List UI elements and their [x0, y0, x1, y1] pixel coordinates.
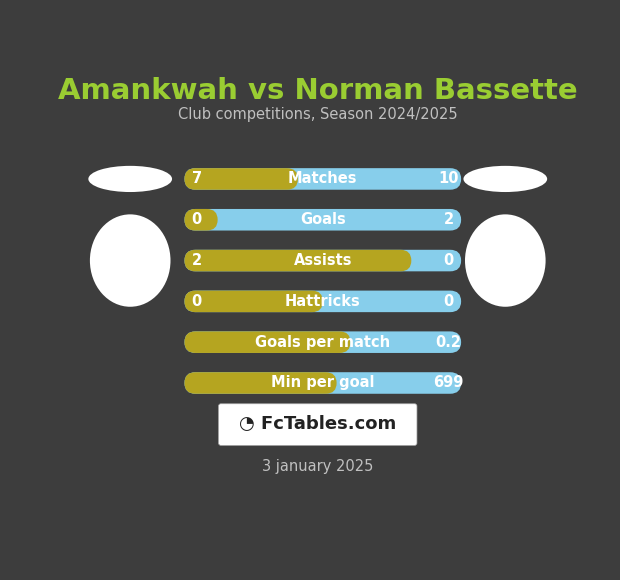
- FancyBboxPatch shape: [185, 209, 461, 230]
- Text: Hattricks: Hattricks: [285, 294, 361, 309]
- FancyBboxPatch shape: [219, 404, 417, 445]
- Text: Amankwah vs Norman Bassette: Amankwah vs Norman Bassette: [58, 77, 578, 105]
- FancyBboxPatch shape: [185, 372, 461, 394]
- FancyBboxPatch shape: [185, 250, 411, 271]
- Text: Assists: Assists: [293, 253, 352, 268]
- Ellipse shape: [90, 215, 170, 307]
- Ellipse shape: [88, 166, 172, 192]
- Text: 0.2: 0.2: [436, 335, 462, 350]
- FancyBboxPatch shape: [185, 291, 461, 312]
- Text: Goals per match: Goals per match: [255, 335, 391, 350]
- FancyBboxPatch shape: [185, 250, 461, 271]
- FancyBboxPatch shape: [185, 291, 323, 312]
- Text: 0: 0: [443, 253, 454, 268]
- Text: ◔ FcTables.com: ◔ FcTables.com: [239, 415, 396, 433]
- Text: 0: 0: [192, 212, 202, 227]
- Ellipse shape: [465, 215, 546, 307]
- Text: 3 january 2025: 3 january 2025: [262, 459, 373, 474]
- Text: Goals: Goals: [300, 212, 346, 227]
- Text: 2: 2: [444, 212, 454, 227]
- Text: 2: 2: [192, 253, 202, 268]
- FancyBboxPatch shape: [185, 168, 298, 190]
- Text: Min per goal: Min per goal: [271, 375, 374, 390]
- FancyBboxPatch shape: [185, 209, 218, 230]
- Text: 0: 0: [443, 294, 454, 309]
- FancyBboxPatch shape: [185, 168, 461, 190]
- Text: 7: 7: [192, 172, 202, 186]
- FancyBboxPatch shape: [185, 372, 337, 394]
- Text: Club competitions, Season 2024/2025: Club competitions, Season 2024/2025: [178, 107, 458, 122]
- FancyBboxPatch shape: [185, 331, 461, 353]
- FancyBboxPatch shape: [185, 331, 350, 353]
- Text: Matches: Matches: [288, 172, 358, 186]
- Ellipse shape: [463, 166, 547, 192]
- Text: 699: 699: [433, 375, 464, 390]
- Text: 0: 0: [192, 294, 202, 309]
- Text: 10: 10: [438, 172, 459, 186]
